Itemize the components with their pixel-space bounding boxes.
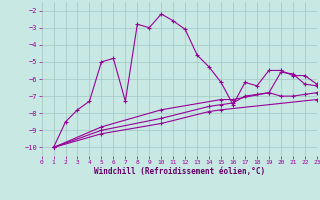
X-axis label: Windchill (Refroidissement éolien,°C): Windchill (Refroidissement éolien,°C) (94, 167, 265, 176)
